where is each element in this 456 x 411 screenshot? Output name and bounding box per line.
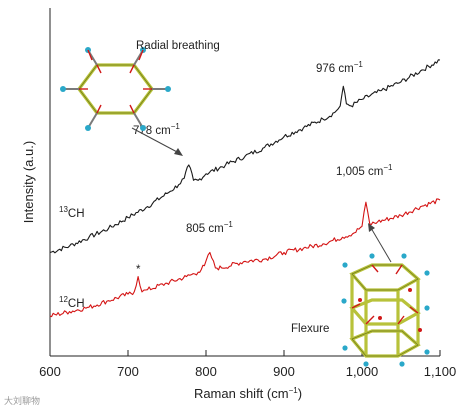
arrow-778 (131, 127, 183, 156)
series-12ch-line (49, 198, 441, 318)
asterisk-marker: * (136, 264, 141, 276)
x-axis-label: Raman shift (cm−1) (194, 386, 302, 401)
flexure-label: Flexure (291, 323, 329, 335)
x-tick-label: 1,000 (346, 364, 379, 379)
peak-805-label: 805 cm−1 (186, 220, 233, 235)
x-tick-label: 900 (273, 364, 295, 379)
flexure-molecule-icon (341, 253, 430, 367)
radial-breathing-molecule-icon (60, 47, 171, 131)
x-tick-label: 1,100 (424, 364, 456, 379)
y-axis-label: Intensity (a.u.) (21, 141, 36, 223)
series-12ch-label: 12CH (59, 295, 85, 310)
peak-1005-label: 1,005 cm−1 (336, 163, 393, 178)
series-13ch-line (49, 59, 441, 254)
radial-breathing-label: Radial breathing (136, 40, 220, 52)
x-ticks: 600 700 800 900 1,000 1,100 (39, 350, 456, 379)
x-tick-label: 700 (117, 364, 139, 379)
arrow-1005 (368, 223, 392, 263)
watermark-text: 大刘聊物 (4, 396, 41, 406)
series-13ch-label: 13CH (59, 205, 85, 220)
x-tick-label: 600 (39, 364, 61, 379)
peak-976-label: 976 cm−1 (316, 60, 363, 75)
x-tick-label: 800 (195, 364, 217, 379)
